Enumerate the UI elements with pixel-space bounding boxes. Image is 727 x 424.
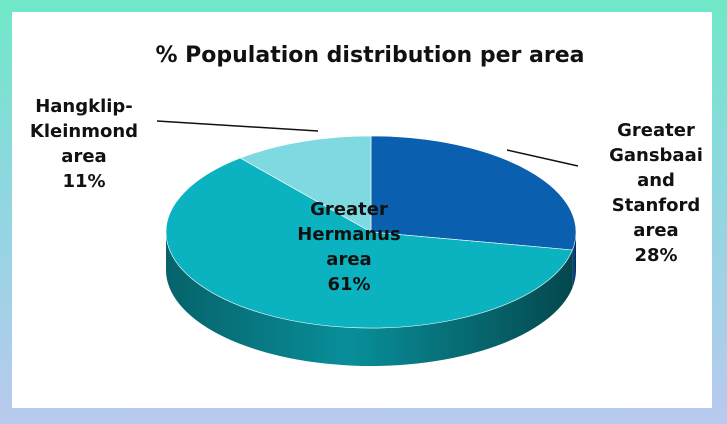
leader-line bbox=[506, 149, 579, 167]
pie-slice bbox=[165, 157, 573, 329]
slice-percent: 61% bbox=[327, 274, 370, 295]
pie-slice-side bbox=[166, 232, 573, 367]
slice-label-line: area bbox=[633, 220, 678, 241]
slice-label-line: Hangklip- bbox=[35, 96, 133, 117]
leader-line bbox=[156, 120, 319, 132]
chart-title: % Population distribution per area bbox=[155, 43, 584, 68]
slice-label-line: Gansbaai bbox=[609, 145, 703, 166]
pie-sides bbox=[166, 232, 576, 367]
slice-label-line: area bbox=[326, 249, 371, 270]
slice-label-line: Greater bbox=[310, 199, 388, 220]
pie-tops bbox=[165, 135, 577, 329]
pie-slice bbox=[239, 135, 372, 233]
slice-label-line: area bbox=[61, 146, 106, 167]
slice-percent: 11% bbox=[62, 171, 105, 192]
slice-label-line: and bbox=[637, 170, 675, 191]
slice-label-line: Greater bbox=[617, 120, 695, 141]
slice-percent: 28% bbox=[634, 245, 677, 266]
pie-slice-side bbox=[572, 232, 576, 288]
pie-slice bbox=[370, 135, 577, 251]
slice-label: Greater Gansbaai and Stanford area 28% bbox=[609, 120, 703, 266]
slice-label-line: Stanford bbox=[612, 195, 701, 216]
slice-label-line: Kleinmond bbox=[30, 121, 138, 142]
slice-label-line: Hermanus bbox=[297, 224, 400, 245]
slice-label: Greater Hermanus area 61% bbox=[297, 199, 400, 295]
slice-label: Hangklip- Kleinmond area 11% bbox=[30, 96, 138, 192]
